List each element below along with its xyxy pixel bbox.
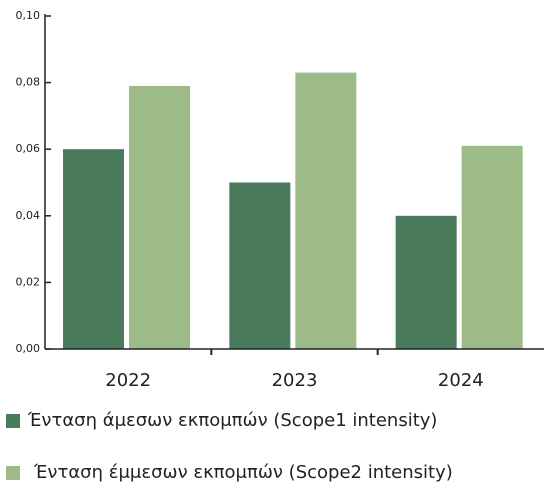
y-tick-label: 0,10 [16, 9, 41, 22]
y-tick-label: 0,04 [16, 209, 41, 222]
y-tick-label: 0,08 [16, 76, 41, 89]
x-tick-label: 2024 [438, 370, 484, 391]
y-tick-label: 0,06 [16, 142, 41, 155]
bar [229, 182, 291, 349]
legend-swatch [6, 414, 20, 428]
legend-label: Ένταση έμμεσων εκπομπών (Scope2 intensit… [33, 462, 453, 483]
bar [395, 215, 457, 349]
y-tick-label: 0,00 [16, 342, 41, 355]
legend-label: Ένταση άμεσων εκπομπών (Scope1 intensity… [27, 410, 437, 431]
x-tick-label: 2023 [272, 370, 318, 391]
x-tick-label: 2022 [105, 370, 151, 391]
legend-swatch [6, 466, 20, 480]
bar [63, 149, 124, 349]
bar [295, 72, 357, 350]
bar [461, 145, 523, 349]
y-tick-label: 0,02 [16, 275, 41, 288]
bar [129, 85, 190, 350]
